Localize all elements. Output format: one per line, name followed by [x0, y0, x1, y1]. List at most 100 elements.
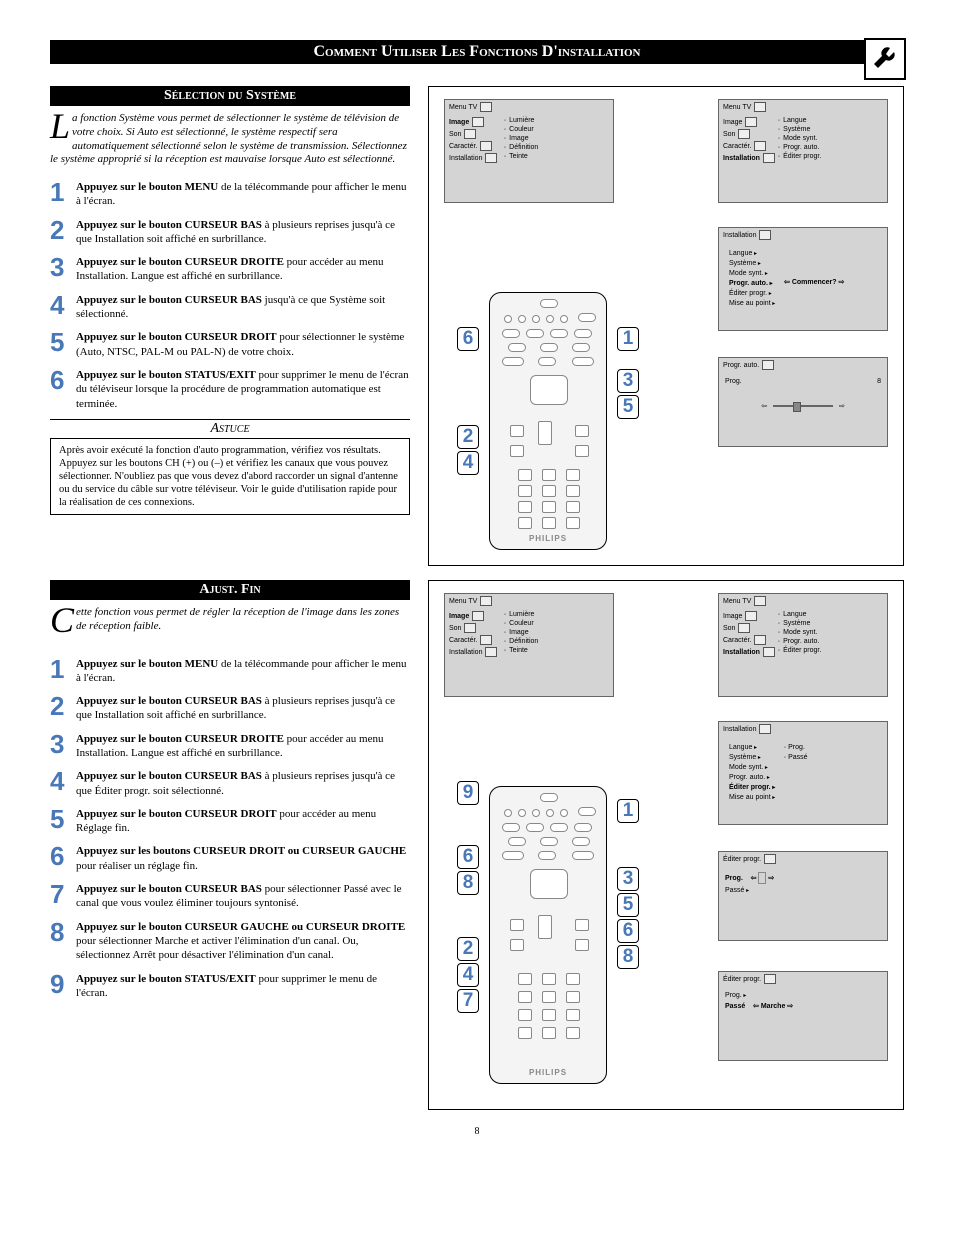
- keypad-2: [542, 973, 556, 985]
- menu-option: ◦ Lumière: [504, 116, 609, 125]
- callout: 7: [457, 989, 479, 1013]
- keypad-3: [566, 973, 580, 985]
- main-title-text: Comment Utiliser Les Fonctions D'install…: [314, 43, 641, 60]
- step-item: 2Appuyez sur le bouton CURSEUR BAS à plu…: [50, 693, 410, 723]
- submenu-item: Système: [729, 752, 772, 762]
- diagram1-area: Menu TV Image Son Caractér. Installation…: [428, 86, 904, 566]
- keypad-9: [566, 1009, 580, 1021]
- section2-intro-text: ette fonction vous permet de régler la r…: [76, 606, 399, 632]
- remote-btn: [550, 329, 568, 338]
- callout: 2: [457, 937, 479, 961]
- submenu-item: Progr. auto.: [729, 772, 772, 782]
- menu-option: ◦ Couleur: [504, 619, 609, 628]
- install-icon: [759, 230, 771, 240]
- step-number: 5: [50, 329, 76, 359]
- remote-btn: [572, 837, 590, 846]
- d1-panel-menu-install: Menu TV Image Son Caractér. Installation…: [718, 99, 888, 203]
- keypad-6: [566, 485, 580, 497]
- vol-down-button: [510, 445, 524, 457]
- step-item: 4Appuyez sur le bouton CURSEUR BAS jusqu…: [50, 292, 410, 322]
- step-text: Appuyez sur le bouton CURSEUR GAUCHE ou …: [76, 919, 410, 963]
- step-text: Appuyez sur le bouton CURSEUR DROITE pou…: [76, 254, 410, 284]
- callout: 3: [617, 867, 639, 891]
- vol-up-button: [510, 919, 524, 931]
- step-number: 2: [50, 693, 76, 723]
- remote-btn: [560, 315, 568, 323]
- remote-btn: [532, 809, 540, 817]
- step-number: 5: [50, 806, 76, 836]
- keypad-5: [542, 485, 556, 497]
- menu-item-icon: [754, 141, 766, 151]
- submenu-item: Passé: [725, 885, 881, 895]
- submenu-option: ◦ Passé: [784, 752, 877, 762]
- diagram1: Menu TV Image Son Caractér. Installation…: [428, 86, 904, 566]
- menu-item: Image: [723, 116, 778, 128]
- marche-value: Marche: [761, 1003, 786, 1010]
- menu-item: Son: [723, 622, 778, 634]
- diagram2-area: Menu TV Image Son Caractér. Installation…: [428, 580, 904, 1110]
- menu-item: Caractér.: [723, 140, 778, 152]
- menu-item-icon: [485, 647, 497, 657]
- keypad-3: [566, 469, 580, 481]
- keypad-9: [566, 501, 580, 513]
- edit-icon: [764, 974, 776, 984]
- step-number: 4: [50, 292, 76, 322]
- power-button-icon: [540, 793, 558, 802]
- d1-remote: PHILIPS: [489, 292, 607, 550]
- submenu-item: Mise au point: [729, 792, 772, 802]
- menu-item: Son: [449, 622, 504, 634]
- menu-item-icon: [745, 611, 757, 621]
- menu-tv-label: Menu TV: [449, 104, 477, 111]
- install-icon: [759, 724, 771, 734]
- remote-btn: [546, 315, 554, 323]
- edit-icon: [764, 854, 776, 864]
- vol-down-button: [510, 939, 524, 951]
- d2-panel-menu-install: Menu TV Image Son Caractér. Installation…: [718, 593, 888, 697]
- keypad-0: [542, 1027, 556, 1039]
- step-item: 7Appuyez sur le bouton CURSEUR BAS pour …: [50, 881, 410, 911]
- step-item: 9Appuyez sur le bouton STATUS/EXIT pour …: [50, 971, 410, 1001]
- menu-tv-label: Menu TV: [449, 598, 477, 605]
- step-number: 4: [50, 768, 76, 798]
- remote-btn: [578, 807, 596, 816]
- install-title: Installation: [723, 232, 756, 239]
- keypad-1: [518, 973, 532, 985]
- step-number: 3: [50, 731, 76, 761]
- section2-dropcap: C: [50, 606, 76, 634]
- step-text: Appuyez sur le bouton STATUS/EXIT pour s…: [76, 367, 410, 411]
- menu-item: Image: [449, 116, 504, 128]
- menu-item: Son: [449, 128, 504, 140]
- menu-option: ◦ Teinte: [504, 152, 609, 161]
- cursor-pad: [530, 375, 568, 405]
- callout: 1: [617, 799, 639, 823]
- step-number: 1: [50, 179, 76, 209]
- d1-panel-menu-image: Menu TV Image Son Caractér. Installation…: [444, 99, 614, 203]
- menu-option: ◦ Éditer progr.: [778, 152, 883, 161]
- d2-panel-menu-image: Menu TV Image Son Caractér. Installation…: [444, 593, 614, 697]
- step-number: 1: [50, 656, 76, 686]
- callout: 1: [617, 327, 639, 351]
- remote-btn: [532, 315, 540, 323]
- remote-brand: PHILIPS: [490, 1068, 606, 1077]
- remote-btn: [572, 343, 590, 352]
- menu-option: ◦ Langue: [778, 610, 883, 619]
- menu-item-icon: [745, 117, 757, 127]
- remote-btn: [502, 823, 520, 832]
- remote-brand: PHILIPS: [490, 534, 606, 543]
- mute-button: [538, 915, 552, 939]
- callout: 6: [457, 327, 479, 351]
- menu-option: ◦ Éditer progr.: [778, 646, 883, 655]
- ch-down-button: [575, 939, 589, 951]
- remote-btn: [574, 823, 592, 832]
- power-button-icon: [540, 299, 558, 308]
- menu-item: Son: [723, 128, 778, 140]
- keypad-8: [542, 1009, 556, 1021]
- keypad-ap: [518, 1027, 532, 1039]
- menu-item-icon: [763, 153, 775, 163]
- row-2: Ajust. Fin C ette fonction vous permet d…: [50, 580, 904, 1110]
- step-item: 1Appuyez sur le bouton MENU de la téléco…: [50, 179, 410, 209]
- menu-item-icon: [464, 623, 476, 633]
- ch-down-button: [575, 445, 589, 457]
- submenu-item: Système: [729, 258, 772, 268]
- section1-left: Sélection du Système L a fonction Systèm…: [50, 86, 410, 566]
